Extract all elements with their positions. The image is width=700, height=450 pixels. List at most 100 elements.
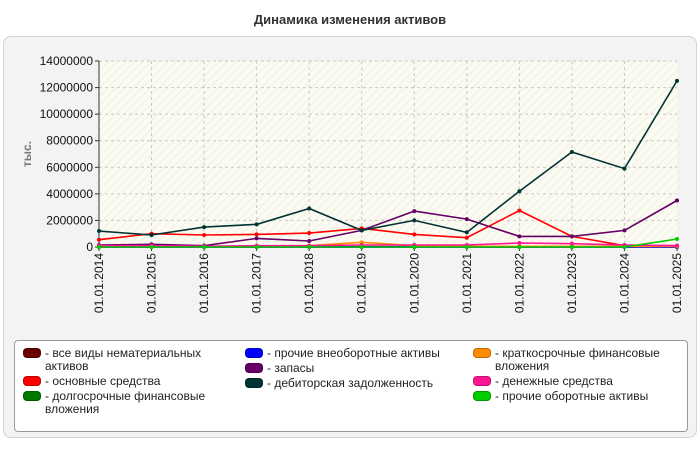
x-tick-label: 01.01.2015 [145, 253, 159, 313]
series-6-point [464, 230, 469, 235]
legend-label: - дебиторская задолженность [267, 376, 434, 390]
legend-column-3: - краткосрочные финансовые вложения - ден… [473, 347, 685, 405]
y-tick-label: 2000000 [46, 213, 93, 227]
legend-swatch [23, 376, 41, 386]
series-6-point [149, 233, 154, 238]
legend-column-2: - прочие внеоборотные активы - запасы - де… [245, 347, 470, 392]
legend-label: - прочие оборотные активы [495, 389, 649, 403]
legend-label: - долгосрочные финансовые вложения [45, 389, 206, 416]
series-line-2 [98, 209, 677, 247]
y-tick-label: 4000000 [46, 187, 93, 201]
y-tick-label: 0 [86, 240, 93, 254]
series-6-point [412, 218, 417, 223]
x-tick-label: 01.01.2016 [197, 253, 211, 313]
legend-item: - прочие оборотные активы [473, 390, 685, 403]
legend-label: - основные средства [45, 374, 161, 388]
series-9-point [202, 245, 207, 249]
legend-column-1: - все виды нематериальных активов - основ… [23, 347, 243, 418]
y-tick-label: 10000000 [40, 107, 94, 121]
series-5-point [307, 239, 312, 244]
series-2-point [464, 235, 469, 240]
series-8-point [517, 241, 522, 246]
chart-title: Динамика изменения активов [253, 12, 447, 27]
series-5-point [412, 209, 417, 214]
series-5-point [675, 198, 679, 203]
legend-swatch [473, 391, 491, 401]
legend-item: - прочие внеоборотные активы [245, 347, 470, 360]
line-chart: 0 2000000 4000000 6000000 8000000 10000000 120… [20, 54, 684, 313]
series-6-point [622, 166, 627, 171]
series-6-point [254, 222, 259, 227]
series-6-point [517, 189, 522, 194]
series-9-point [412, 245, 417, 249]
series-8-point [675, 243, 679, 248]
series-6-point [359, 228, 364, 233]
series-9-point [359, 245, 364, 249]
series-9-point [97, 245, 101, 249]
legend-item: - краткосрочные финансовые вложения [473, 347, 685, 373]
legend-swatch [245, 378, 263, 388]
y-tick-label: 12000000 [40, 81, 94, 95]
x-tick-label: 01.01.2025 [670, 253, 684, 313]
y-axis-label: тыс. [20, 141, 34, 167]
x-tick-label: 01.01.2023 [565, 253, 579, 313]
y-tick-label: 8000000 [46, 134, 93, 148]
series-2-point [517, 208, 522, 213]
y-tick-label: 14000000 [40, 54, 94, 68]
x-tick-label: 01.01.2022 [512, 253, 526, 313]
legend-item: - дебиторская задолженность [245, 377, 470, 390]
series-line-6 [98, 80, 678, 236]
x-tick-label: 01.01.2018 [302, 253, 316, 313]
legend-item: - все виды нематериальных активов [23, 347, 243, 373]
series-6-point [97, 229, 101, 234]
series-9-point [675, 237, 679, 242]
series-9-point [569, 245, 574, 249]
series-9-point [517, 245, 522, 249]
x-tick-label: 01.01.2019 [355, 253, 369, 313]
series-line-9 [99, 238, 678, 248]
legend-swatch [23, 391, 41, 401]
legend-label: - запасы [267, 361, 315, 375]
series-9-point [307, 245, 312, 249]
legend-label: - денежные средства [495, 374, 613, 388]
legend-item: - запасы [245, 362, 470, 375]
series-2-point [202, 233, 207, 238]
series-2-point [97, 237, 101, 242]
series-9-point [622, 245, 627, 249]
legend-swatch [245, 363, 263, 373]
series-5-point [569, 234, 574, 239]
legend-swatch [23, 348, 41, 358]
series-5-point [254, 236, 259, 241]
series-6-point [307, 206, 312, 211]
series-6-point [202, 225, 207, 230]
y-tick-label: 6000000 [46, 160, 93, 174]
series-6-point [569, 150, 574, 155]
series-2-point [307, 231, 312, 236]
x-tick-label: 01.01.2024 [617, 253, 631, 313]
series-6-point [675, 78, 679, 83]
series-8-point [569, 241, 574, 246]
legend-label: - краткосрочные финансовые вложения [495, 346, 660, 373]
legend-item: - долгосрочные финансовые вложения [23, 390, 243, 416]
plot-area [99, 61, 677, 247]
series-9-point [464, 245, 469, 249]
legend-label: - все виды нематериальных активов [45, 346, 202, 373]
legend-label: - прочие внеоборотные активы [267, 346, 440, 360]
series-9-point [254, 245, 259, 249]
x-tick-label: 01.01.2017 [250, 253, 264, 313]
series-5-point [517, 234, 522, 239]
series-2-point [412, 232, 417, 237]
legend-item: - денежные средства [473, 375, 685, 388]
legend-item: - основные средства [23, 375, 243, 388]
series-5-point [464, 217, 469, 222]
series-9-point [149, 245, 154, 249]
x-tick-label: 01.01.2020 [407, 253, 421, 313]
x-tick-label: 01.01.2021 [460, 253, 474, 313]
x-tick-label: 01.01.2014 [92, 253, 106, 313]
chart-legend: - все виды нематериальных активов - основ… [14, 340, 688, 432]
series-2-point [254, 232, 259, 237]
series-5-point [622, 228, 627, 233]
legend-swatch [245, 348, 263, 358]
legend-swatch [473, 348, 491, 358]
legend-swatch [473, 376, 491, 386]
